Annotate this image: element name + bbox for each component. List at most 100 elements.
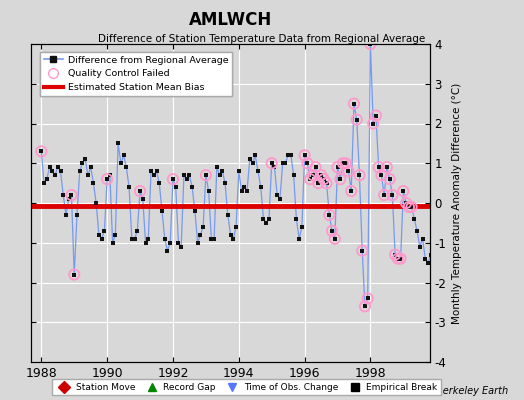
Point [309,172,317,178]
Point [317,172,325,178]
Point [273,192,281,198]
Point [276,196,284,202]
Point [427,252,435,258]
Point [339,160,347,166]
Point [375,164,383,170]
Point [407,204,416,210]
Point [331,236,339,242]
Point [70,271,79,278]
Point [196,232,204,238]
Point [37,148,46,154]
Point [158,208,166,214]
Point [366,41,375,47]
Point [204,188,213,194]
Point [295,236,303,242]
Point [303,160,312,166]
Point [73,212,81,218]
Point [108,240,117,246]
Point [270,164,279,170]
Point [413,228,421,234]
Point [361,303,369,310]
Point [383,164,391,170]
Point [322,180,331,186]
Point [358,248,366,254]
Point [399,188,408,194]
Point [421,256,430,262]
Point [303,160,312,166]
Point [130,236,139,242]
Point [221,180,230,186]
Point [344,168,353,174]
Point [369,120,377,127]
Point [292,216,301,222]
Point [100,228,108,234]
Point [89,180,97,186]
Point [281,160,290,166]
Point [353,116,361,123]
Point [141,240,150,246]
Point [171,184,180,190]
Point [125,184,133,190]
Point [347,188,355,194]
Point [355,172,364,178]
Point [185,172,193,178]
Point [213,164,221,170]
Point [361,303,369,310]
Point [67,192,75,198]
Point [166,240,174,246]
Point [207,236,215,242]
Point [37,148,46,154]
Point [314,180,322,186]
Point [67,192,75,198]
Point [278,160,287,166]
Text: Difference of Station Temperature Data from Regional Average: Difference of Station Temperature Data f… [99,34,425,44]
Point [289,172,298,178]
Legend: Station Move, Record Gap, Time of Obs. Change, Empirical Break: Station Move, Record Gap, Time of Obs. C… [51,379,441,396]
Point [418,236,427,242]
Point [169,176,177,182]
Point [391,252,399,258]
Point [117,160,125,166]
Text: Berkeley Earth: Berkeley Earth [436,386,508,396]
Point [155,180,163,186]
Point [416,244,424,250]
Point [235,168,243,174]
Point [136,188,144,194]
Point [86,164,95,170]
Point [300,152,309,158]
Point [160,236,169,242]
Point [372,112,380,119]
Point [333,164,342,170]
Point [215,172,224,178]
Point [119,152,128,158]
Point [111,232,119,238]
Point [268,160,276,166]
Point [169,176,177,182]
Point [328,228,336,234]
Point [306,176,314,182]
Point [92,200,101,206]
Point [139,196,147,202]
Point [325,212,333,218]
Point [84,172,92,178]
Point [59,192,68,198]
Point [268,160,276,166]
Point [394,256,402,262]
Point [97,236,106,242]
Point [397,256,405,262]
Point [240,184,248,190]
Point [391,252,399,258]
Point [429,256,438,262]
Point [202,172,210,178]
Point [114,140,122,146]
Point [224,212,232,218]
Point [300,152,309,158]
Point [350,100,358,107]
Point [364,295,372,302]
Point [128,236,136,242]
Point [53,164,62,170]
Point [311,164,320,170]
Point [375,164,383,170]
Point [380,192,388,198]
Point [333,164,342,170]
